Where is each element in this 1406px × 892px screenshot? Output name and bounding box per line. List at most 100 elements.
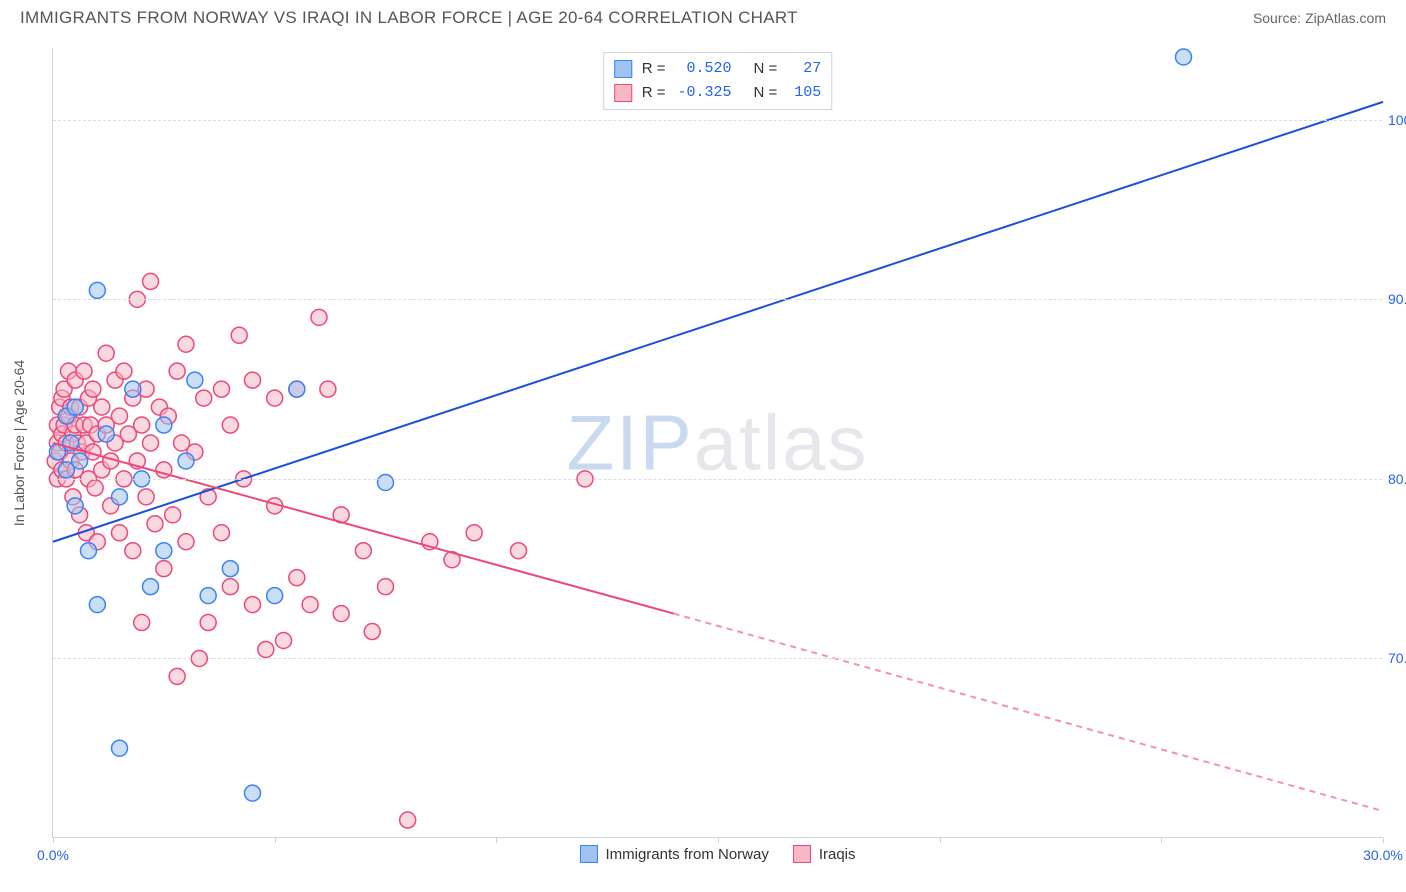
gridline — [53, 120, 1382, 121]
x-tick — [940, 837, 941, 843]
data-point — [267, 390, 283, 406]
legend-row: R = 0.520 N = 27 — [614, 57, 822, 81]
legend-r-value: -0.325 — [676, 81, 732, 105]
data-point — [178, 453, 194, 469]
data-point — [112, 408, 128, 424]
gridline — [53, 658, 1382, 659]
data-point — [143, 579, 159, 595]
data-point — [165, 507, 181, 523]
title-bar: IMMIGRANTS FROM NORWAY VS IRAQI IN LABOR… — [0, 0, 1406, 32]
data-point — [466, 525, 482, 541]
legend-n-label: N = — [754, 81, 778, 105]
y-tick-label: 80.0% — [1388, 471, 1406, 487]
data-point — [222, 579, 238, 595]
data-point — [112, 525, 128, 541]
data-point — [200, 615, 216, 631]
data-point — [125, 381, 141, 397]
data-point — [196, 390, 212, 406]
legend-correlation: R = 0.520 N = 27 R = -0.325 N = 105 — [603, 52, 833, 110]
data-point — [245, 372, 261, 388]
data-point — [213, 381, 229, 397]
gridline — [53, 299, 1382, 300]
data-point — [378, 579, 394, 595]
data-point — [245, 597, 261, 613]
data-point — [67, 498, 83, 514]
gridline — [53, 479, 1382, 480]
data-point — [169, 363, 185, 379]
data-point — [178, 534, 194, 550]
data-point — [200, 588, 216, 604]
data-point — [67, 399, 83, 415]
y-tick-label: 100.0% — [1388, 112, 1406, 128]
data-point — [138, 489, 154, 505]
data-point — [222, 417, 238, 433]
data-point — [1176, 49, 1192, 65]
data-point — [72, 453, 88, 469]
x-tick — [1383, 837, 1384, 843]
legend-item: Immigrants from Norway — [579, 845, 768, 863]
data-point — [245, 785, 261, 801]
legend-swatch — [579, 845, 597, 863]
chart-svg — [53, 48, 1382, 837]
data-point — [311, 309, 327, 325]
data-point — [364, 624, 380, 640]
legend-label: Immigrants from Norway — [605, 846, 768, 863]
y-axis-title: In Labor Force | Age 20-64 — [11, 359, 27, 525]
data-point — [187, 372, 203, 388]
x-tick-label: 30.0% — [1363, 847, 1403, 863]
data-point — [112, 489, 128, 505]
data-point — [222, 561, 238, 577]
data-point — [289, 381, 305, 397]
legend-n-value: 27 — [787, 57, 821, 81]
x-tick — [496, 837, 497, 843]
data-point — [231, 327, 247, 343]
data-point — [213, 525, 229, 541]
legend-r-label: R = — [642, 57, 666, 81]
data-point — [80, 543, 96, 559]
data-point — [169, 668, 185, 684]
legend-n-label: N = — [754, 57, 778, 81]
x-tick-label: 0.0% — [37, 847, 69, 863]
data-point — [156, 561, 172, 577]
chart-plot-area: In Labor Force | Age 20-64 ZIPatlas R =0… — [52, 48, 1382, 838]
legend-r-label: R = — [642, 81, 666, 105]
data-point — [76, 363, 92, 379]
legend-swatch — [793, 845, 811, 863]
trend-line — [53, 102, 1383, 542]
legend-series: Immigrants from Norway Iraqis — [579, 845, 855, 863]
data-point — [302, 597, 318, 613]
data-point — [276, 633, 292, 649]
legend-r-value: 0.520 — [676, 57, 732, 81]
data-point — [98, 426, 114, 442]
data-point — [178, 336, 194, 352]
legend-label: Iraqis — [819, 846, 856, 863]
data-point — [89, 282, 105, 298]
data-point — [112, 740, 128, 756]
data-point — [87, 480, 103, 496]
legend-swatch — [614, 60, 632, 78]
data-point — [125, 543, 141, 559]
legend-row: R = -0.325 N = 105 — [614, 81, 822, 105]
data-point — [116, 363, 132, 379]
trend-line-extrapolated — [674, 614, 1383, 812]
data-point — [400, 812, 416, 828]
chart-title: IMMIGRANTS FROM NORWAY VS IRAQI IN LABOR… — [20, 8, 798, 28]
data-point — [147, 516, 163, 532]
x-tick — [1161, 837, 1162, 843]
data-point — [258, 641, 274, 657]
legend-swatch — [614, 84, 632, 102]
data-point — [378, 475, 394, 491]
legend-item: Iraqis — [793, 845, 856, 863]
data-point — [355, 543, 371, 559]
data-point — [289, 570, 305, 586]
y-tick-label: 70.0% — [1388, 650, 1406, 666]
data-point — [94, 399, 110, 415]
data-point — [333, 606, 349, 622]
legend-n-value: 105 — [787, 81, 821, 105]
x-tick — [718, 837, 719, 843]
x-tick — [53, 837, 54, 843]
data-point — [156, 543, 172, 559]
data-point — [134, 417, 150, 433]
data-point — [134, 615, 150, 631]
data-point — [156, 417, 172, 433]
